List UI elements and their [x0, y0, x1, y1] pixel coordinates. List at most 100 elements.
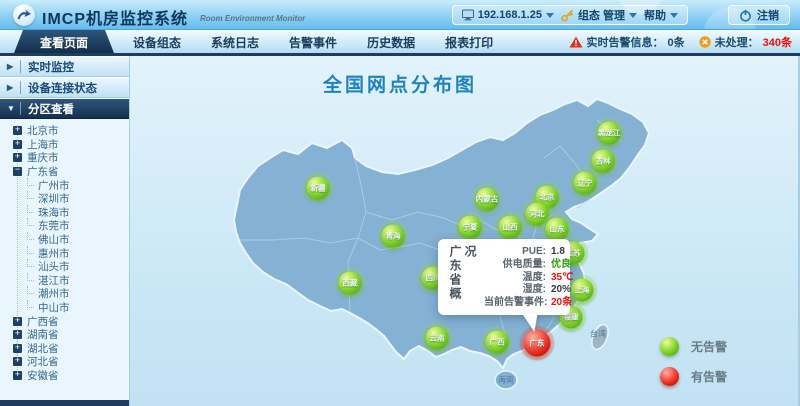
legend-item: 无告警 [660, 337, 727, 356]
realtime-alarm-status[interactable]: 实时告警信息： 0条 [569, 34, 685, 50]
tree-item-city[interactable]: 汕头市 [0, 259, 129, 274]
map-node-label: 山东 [549, 224, 565, 234]
collapse-icon[interactable] [13, 167, 22, 177]
map-node-normal[interactable]: 青海 [381, 224, 405, 248]
map-node-normal[interactable]: 山西 [498, 215, 522, 239]
tree-item-label: 东莞市 [38, 220, 70, 233]
tree-item-province[interactable]: 河北省 [0, 355, 129, 369]
sidebar: 实时监控 设备连接状态 分区查看 北京市上海市重庆市广东省广州市深圳市珠海市东莞… [0, 56, 130, 406]
map-node-label: 新疆 [310, 183, 326, 193]
tree-item-city[interactable]: 湛江市 [0, 272, 129, 288]
tree-item-label: 湛江市 [38, 274, 70, 287]
tree-item-city[interactable]: 广州市 [0, 177, 129, 192]
tree-item-province[interactable]: 北京市 [0, 124, 129, 138]
host-menu[interactable]: 192.168.1.25 [461, 9, 554, 21]
sidebar-section-device-status[interactable]: 设备连接状态 [0, 77, 129, 98]
map-node-normal[interactable]: 新疆 [306, 176, 330, 200]
tree-item-city[interactable]: 佛山市 [0, 232, 129, 247]
host-ip: 192.168.1.25 [477, 9, 542, 21]
app-title: IMCP机房监控系统 [42, 11, 189, 28]
tree-item-province[interactable]: 湖北省 [0, 342, 129, 356]
tree-item-province[interactable]: 广东省 [0, 165, 129, 179]
collapsed-arrow-icon [7, 62, 18, 71]
map-node-normal[interactable]: 内蒙古 [475, 187, 499, 211]
logout-button[interactable]: 注销 [728, 5, 790, 25]
tree-item-city[interactable]: 珠海市 [0, 204, 129, 220]
map-node-normal[interactable]: 广西 [485, 330, 509, 354]
sidebar-section-realtime[interactable]: 实时监控 [0, 56, 129, 77]
expand-icon[interactable] [13, 153, 22, 163]
app-logo-icon [13, 4, 35, 26]
tree-connector-icon [27, 218, 34, 227]
nav-tabs: 查看页面 设备组态 系统日志 告警事件 历史数据 报表打印 [14, 30, 508, 53]
tree-item-label: 珠海市 [38, 206, 70, 219]
app-subtitle: Room Environment Monitor [200, 14, 306, 23]
tooltip-row-value: 优良 [551, 258, 571, 270]
map-node-alarm[interactable]: 广东 [523, 329, 551, 357]
error-circle-icon [698, 35, 711, 48]
tab-3[interactable]: 告警事件 [289, 36, 338, 50]
tooltip-row-value: 1.8 [551, 246, 565, 257]
tooltip-row-label: 温度: [522, 271, 546, 283]
map-node-label: 上海 [574, 285, 590, 295]
help-menu[interactable]: 帮助 [644, 7, 678, 23]
map-node-normal[interactable]: 西藏 [338, 271, 362, 295]
tooltip-row: PUE: 1.8 [484, 246, 573, 257]
help-label: 帮助 [644, 10, 666, 22]
tree-item-city[interactable]: 中山市 [0, 300, 129, 315]
divider [20, 102, 21, 115]
expand-icon[interactable] [13, 330, 22, 340]
expand-icon[interactable] [13, 343, 22, 353]
power-icon [740, 9, 751, 22]
unhandled-count: 340条 [762, 36, 792, 49]
tree-item-label: 深圳市 [38, 193, 70, 206]
tab-4[interactable]: 历史数据 [367, 36, 416, 50]
map-node-label: 内蒙古 [475, 194, 499, 204]
tree-item-province[interactable]: 重庆市 [0, 151, 129, 165]
map-node-normal[interactable]: 上海 [570, 278, 594, 302]
map-node-normal[interactable]: 黑龙江 [597, 121, 621, 145]
expand-icon[interactable] [13, 370, 22, 380]
tooltip-row: 当前告警事件: 20条 [484, 297, 573, 308]
tree-item-label: 中山市 [38, 302, 70, 315]
tree-item-province[interactable]: 湖南省 [0, 328, 129, 342]
tooltip-rows: PUE: 1.8 供电质量: 优良 温度: 35℃ 湿度: 20% 当前告警事件: 20条 [484, 245, 573, 309]
tree-item-label: 广西省 [27, 315, 59, 328]
map-node-label: 吉林 [595, 156, 611, 166]
unhandled-alarm-status[interactable]: 未处理： 340条 [698, 34, 792, 50]
tooltip-row-value: 20条 [551, 297, 573, 308]
tree-connector-icon [27, 300, 34, 309]
tab-0[interactable]: 查看页面 [14, 30, 114, 53]
expand-icon[interactable] [13, 357, 22, 367]
map-node-normal[interactable]: 河北 [525, 202, 549, 226]
tree-item-city[interactable]: 潮州市 [0, 286, 129, 301]
map-node-normal[interactable]: 辽宁 [573, 171, 597, 195]
sidebar-tree: 北京市上海市重庆市广东省广州市深圳市珠海市东莞市佛山市惠州市汕头市湛江市潮州市中… [0, 119, 129, 382]
config-menu[interactable]: 组态 管理 [561, 7, 637, 23]
sidebar-section-partition-view[interactable]: 分区查看 [0, 98, 129, 119]
tree-item-city[interactable]: 惠州市 [0, 245, 129, 260]
tree-item-province[interactable]: 广西省 [0, 314, 129, 328]
tree-item-province[interactable]: 安徽省 [0, 369, 129, 383]
tab-1[interactable]: 设备组态 [133, 36, 182, 50]
expand-icon[interactable] [13, 316, 22, 326]
legend-dot-alarm [660, 367, 679, 386]
tooltip-row: 温度: 35℃ [484, 271, 574, 283]
tree-item-province[interactable]: 上海市 [0, 138, 129, 152]
tree-item-city[interactable]: 深圳市 [0, 191, 129, 206]
tab-5[interactable]: 报表打印 [445, 36, 494, 50]
map-node-normal[interactable]: 吉林 [591, 149, 615, 173]
map-node-normal[interactable]: 云南 [425, 326, 449, 350]
tree-item-label: 安徽省 [27, 369, 59, 382]
monitor-icon [461, 9, 474, 21]
tooltip-row-label: 当前告警事件: [484, 297, 548, 308]
map-node-normal[interactable]: 宁夏 [458, 215, 482, 239]
expand-icon[interactable] [13, 139, 22, 149]
tree-connector-icon [27, 191, 34, 200]
warning-triangle-icon [569, 36, 583, 47]
legend-label: 无告警 [691, 340, 728, 354]
map-node-normal[interactable]: 山东 [545, 217, 569, 241]
tab-2[interactable]: 系统日志 [211, 36, 260, 50]
expand-icon[interactable] [13, 126, 22, 136]
tree-item-city[interactable]: 东莞市 [0, 218, 129, 233]
